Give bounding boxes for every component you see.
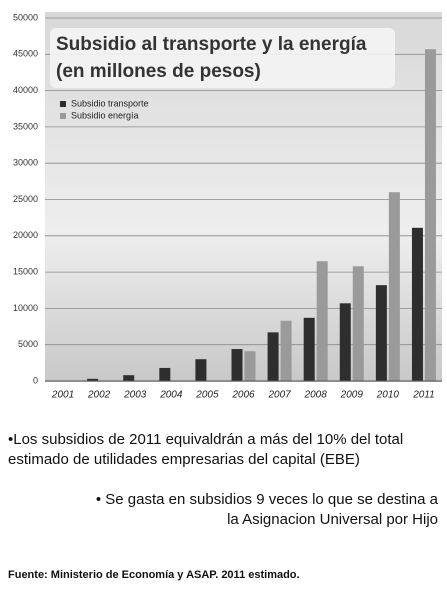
- chart-subtitle: (en millones de pesos): [56, 61, 261, 82]
- chart-title: Subsidio al transporte y la energía: [56, 34, 367, 55]
- bar: [159, 367, 171, 381]
- x-tick-label: 2002: [87, 390, 111, 401]
- bar: [123, 375, 135, 381]
- y-tick-label: 10000: [13, 303, 38, 313]
- bar: [231, 349, 243, 381]
- legend-label: Subsidio transporte: [71, 98, 149, 108]
- bar: [352, 266, 364, 381]
- x-tick-label: 2003: [123, 390, 147, 401]
- x-tick-label: 2005: [195, 390, 219, 401]
- bar: [87, 378, 99, 381]
- bar: [267, 332, 279, 381]
- y-tick-label: 35000: [13, 121, 38, 131]
- y-tick-label: 30000: [13, 158, 38, 168]
- x-tick-label: 2009: [340, 390, 364, 401]
- bar: [280, 320, 292, 381]
- y-tick-label: 25000: [13, 194, 38, 204]
- bar: [303, 317, 315, 381]
- y-tick-label: 0: [33, 375, 38, 385]
- note-line: •Los subsidios de 2011 equivaldrán a más…: [8, 431, 403, 448]
- bar: [424, 49, 436, 382]
- y-tick-label: 50000: [13, 12, 38, 22]
- x-tick-label: 2004: [159, 390, 183, 401]
- bar: [244, 351, 256, 381]
- y-tick-label: 20000: [13, 230, 38, 240]
- y-tick-label: 5000: [18, 339, 38, 349]
- bar: [375, 285, 387, 381]
- legend-label: Subsidio energía: [71, 110, 139, 120]
- note-line: la Asignacion Universal por Hijo: [227, 511, 438, 528]
- x-tick-label: 2008: [304, 390, 328, 401]
- x-tick-label: 2007: [267, 390, 291, 401]
- bar: [388, 192, 400, 381]
- x-tick-label: 2006: [231, 390, 255, 401]
- x-tick-label: 2010: [376, 390, 400, 401]
- note-line: estimado de utilidades empresarias del c…: [8, 451, 360, 468]
- note-line: • Se gasta en subsidios 9 veces lo que s…: [96, 491, 439, 508]
- bar: [339, 303, 351, 381]
- legend-swatch: [60, 113, 66, 119]
- bar: [411, 227, 423, 381]
- source: Fuente: Ministerio de Economía y ASAP. 2…: [8, 569, 300, 581]
- title-box: [50, 28, 395, 88]
- x-tick-label: 2011: [412, 390, 435, 401]
- x-tick-label: 2001: [51, 390, 74, 401]
- y-tick-label: 15000: [13, 266, 38, 276]
- y-tick-label: 40000: [13, 85, 38, 95]
- bar: [195, 359, 207, 381]
- y-tick-label: 45000: [13, 49, 38, 59]
- bar: [316, 261, 328, 381]
- legend-swatch: [60, 101, 66, 107]
